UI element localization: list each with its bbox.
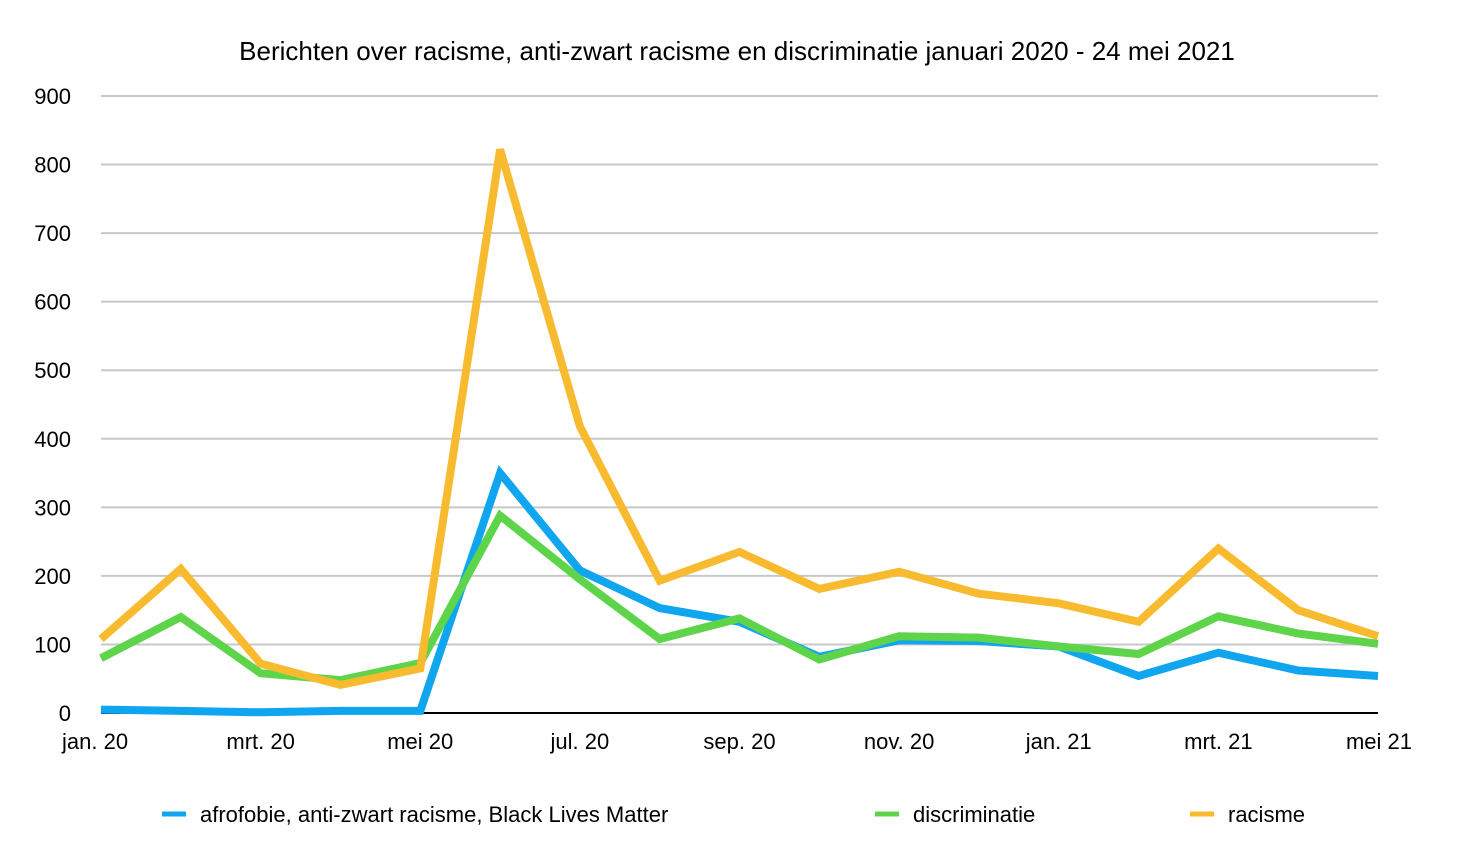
x-tick-label: mrt. 21 — [1184, 729, 1252, 754]
legend-label-0: afrofobie, anti-zwart racisme, Black Liv… — [200, 802, 668, 827]
y-axis-tick-labels: 0 100 200 300 400 500 600 700 800 900 — [34, 84, 71, 726]
x-tick-label: mei 21 — [1346, 729, 1412, 754]
legend: afrofobie, anti-zwart racisme, Black Liv… — [162, 802, 1305, 827]
y-tick-label: 0 — [59, 701, 71, 726]
y-tick-label: 500 — [34, 358, 71, 383]
y-tick-label: 700 — [34, 221, 71, 246]
x-tick-label: nov. 20 — [864, 729, 935, 754]
y-tick-label: 200 — [34, 564, 71, 589]
x-tick-label: sep. 20 — [703, 729, 775, 754]
x-tick-label: jan. 21 — [1025, 729, 1092, 754]
x-tick-label: mei 20 — [387, 729, 453, 754]
series-lines — [98, 148, 1380, 717]
y-tick-label: 900 — [34, 84, 71, 109]
series-line-1 — [99, 509, 1379, 685]
legend-label-2: racisme — [1228, 802, 1305, 827]
y-tick-label: 100 — [34, 632, 71, 657]
series-line-2 — [98, 148, 1380, 690]
x-tick-label: mrt. 20 — [226, 729, 294, 754]
x-tick-label: jan. 20 — [61, 729, 128, 754]
y-tick-label: 800 — [34, 153, 71, 178]
y-tick-label: 600 — [34, 290, 71, 315]
x-tick-label: jul. 20 — [550, 729, 610, 754]
chart-title: Berichten over racisme, anti-zwart racis… — [239, 36, 1235, 66]
y-tick-label: 400 — [34, 427, 71, 452]
legend-label-1: discriminatie — [913, 802, 1035, 827]
gridlines — [101, 95, 1378, 714]
y-tick-label: 300 — [34, 495, 71, 520]
x-axis-tick-labels: jan. 20 mrt. 20 mei 20 jul. 20 sep. 20 nov. 2… — [61, 729, 1412, 754]
